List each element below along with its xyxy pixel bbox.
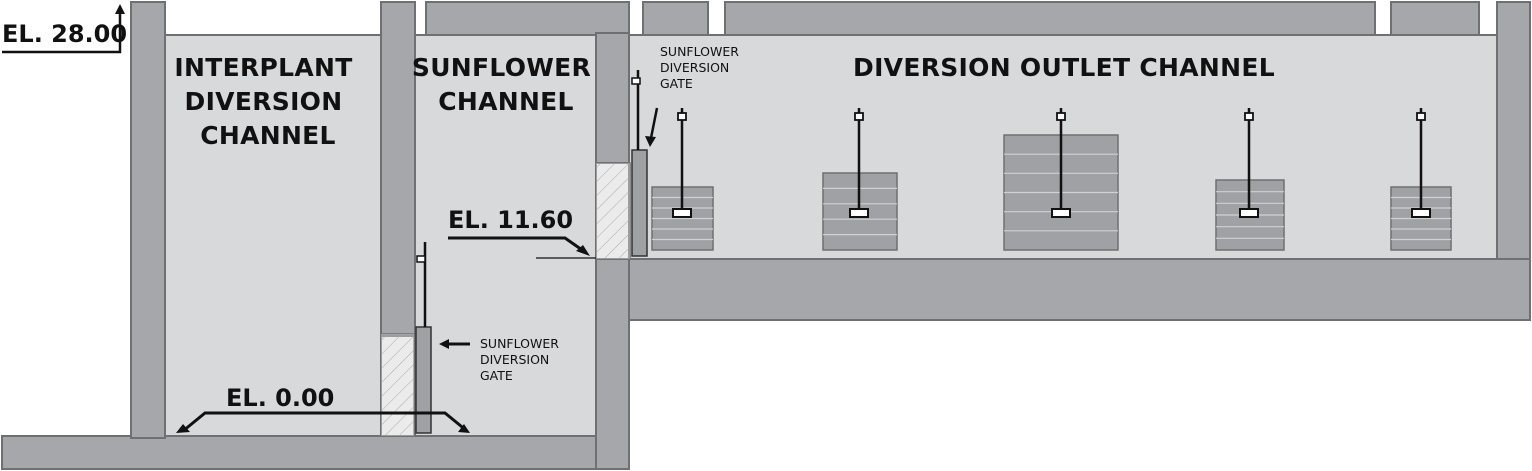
lower-gate-line-3: GATE: [480, 368, 513, 383]
upper-gate-panel: [631, 149, 648, 257]
outlet-gate-latch: [849, 208, 869, 218]
upper-sunflower-gate: [631, 70, 648, 257]
upper-gate-label: SUNFLOWER DIVERSION GATE: [660, 44, 743, 91]
upper-gate-line-2: DIVERSION: [660, 60, 729, 75]
lower-gate-label: SUNFLOWER DIVERSION GATE: [480, 336, 563, 383]
lower-gate-seat-bg: [381, 334, 414, 436]
outlet-top-block-3: [1390, 1, 1480, 36]
lower-gate-callout-head: [439, 339, 449, 349]
upper-gate-hoist: [631, 77, 641, 85]
interplant-line-1: INTERPLANT: [174, 53, 352, 82]
el-0-arrowhead-right: [458, 424, 470, 433]
right-wall-sunflower: [595, 32, 630, 164]
outlet-gate-hoist: [854, 112, 864, 121]
upper-gate-seat-bg: [596, 163, 630, 259]
sunflower-line-2: CHANNEL: [438, 87, 574, 116]
outlet-gate-blocks: [651, 108, 1452, 251]
outlet-right-wall: [1496, 1, 1531, 263]
interplant-water: [164, 34, 382, 437]
lower-gate-line-2: DIVERSION: [480, 352, 549, 367]
el-0-arrowhead-left: [176, 424, 190, 433]
upper-gate-line-3: GATE: [660, 76, 693, 91]
upper-gate-seat: [595, 162, 631, 260]
outlet-gate-1: [651, 108, 714, 251]
outlet-gate-5: [1390, 108, 1452, 251]
bottom-slab: [1, 435, 630, 470]
sunflower-lower-wall: [595, 258, 630, 470]
upper-gate-line-1: SUNFLOWER: [660, 44, 739, 59]
sunflower-top-slab: [425, 1, 630, 36]
el-28-arrowhead: [115, 4, 125, 14]
outlet-top-block-1: [642, 1, 709, 36]
outlet-gate-latch: [1051, 208, 1071, 218]
lower-gate-line-1: SUNFLOWER: [480, 336, 559, 351]
sunflower-line-1: SUNFLOWER: [412, 53, 591, 82]
center-wall: [380, 1, 416, 337]
outlet-gate-3: [1003, 108, 1119, 251]
outlet-channel-label: DIVERSION OUTLET CHANNEL: [853, 53, 1275, 82]
lower-sunflower-gate: [415, 242, 432, 434]
outlet-gate-latch: [1239, 208, 1259, 218]
elevation-28-label: EL. 28.00: [2, 20, 127, 48]
lower-gate-hoist: [416, 255, 426, 263]
outlet-gate-latch: [1411, 208, 1431, 218]
outlet-floor-slab: [595, 258, 1531, 321]
el-28-leader: [2, 10, 122, 54]
interplant-line-2: DIVERSION: [185, 87, 343, 116]
outlet-gate-hoist: [1244, 112, 1254, 121]
interplant-line-3: CHANNEL: [200, 121, 336, 150]
elevation-11-label: EL. 11.60: [448, 206, 573, 234]
interplant-channel-label: INTERPLANT DIVERSION CHANNEL: [174, 53, 361, 150]
elevation-0-label: EL. 0.00: [226, 384, 334, 412]
outlet-gate-hoist: [1416, 112, 1426, 121]
sunflower-channel-label: SUNFLOWER CHANNEL: [412, 53, 600, 116]
el-11-arrowhead: [576, 245, 590, 256]
leader-lines: [2, 4, 659, 433]
left-wall: [130, 1, 166, 439]
upper-gate-callout-head: [645, 136, 656, 147]
lower-gate-seat: [380, 333, 415, 437]
lower-gate-panel: [415, 326, 432, 434]
el-11-leader: [448, 236, 586, 254]
outlet-gate-hoist: [677, 112, 687, 121]
outlet-gate-2: [822, 108, 898, 251]
outlet-gate-4: [1215, 108, 1285, 251]
outlet-top-block-2: [724, 1, 1376, 36]
el-0-leader: [182, 411, 468, 433]
sunflower-water-cover: [416, 336, 595, 435]
outlet-gate-latch: [672, 208, 692, 218]
outlet-gate-hoist: [1056, 112, 1066, 121]
upper-gate-callout: [649, 107, 659, 139]
